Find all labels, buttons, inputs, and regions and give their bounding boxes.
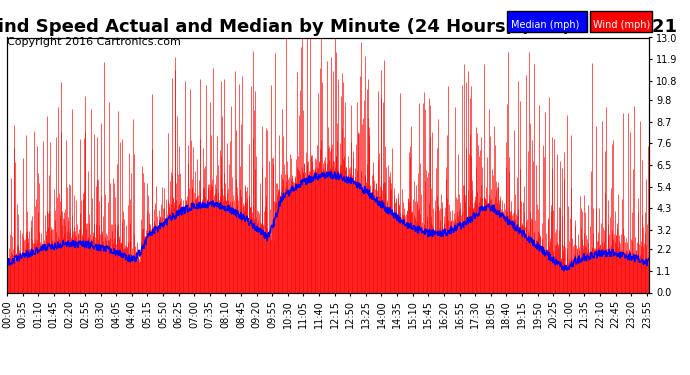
Title: Wind Speed Actual and Median by Minute (24 Hours) (Old) 20160621: Wind Speed Actual and Median by Minute (… — [0, 18, 678, 36]
Text: Wind (mph): Wind (mph) — [593, 20, 651, 30]
Text: Median (mph): Median (mph) — [511, 20, 579, 30]
Text: Copyright 2016 Cartronics.com: Copyright 2016 Cartronics.com — [7, 37, 181, 47]
